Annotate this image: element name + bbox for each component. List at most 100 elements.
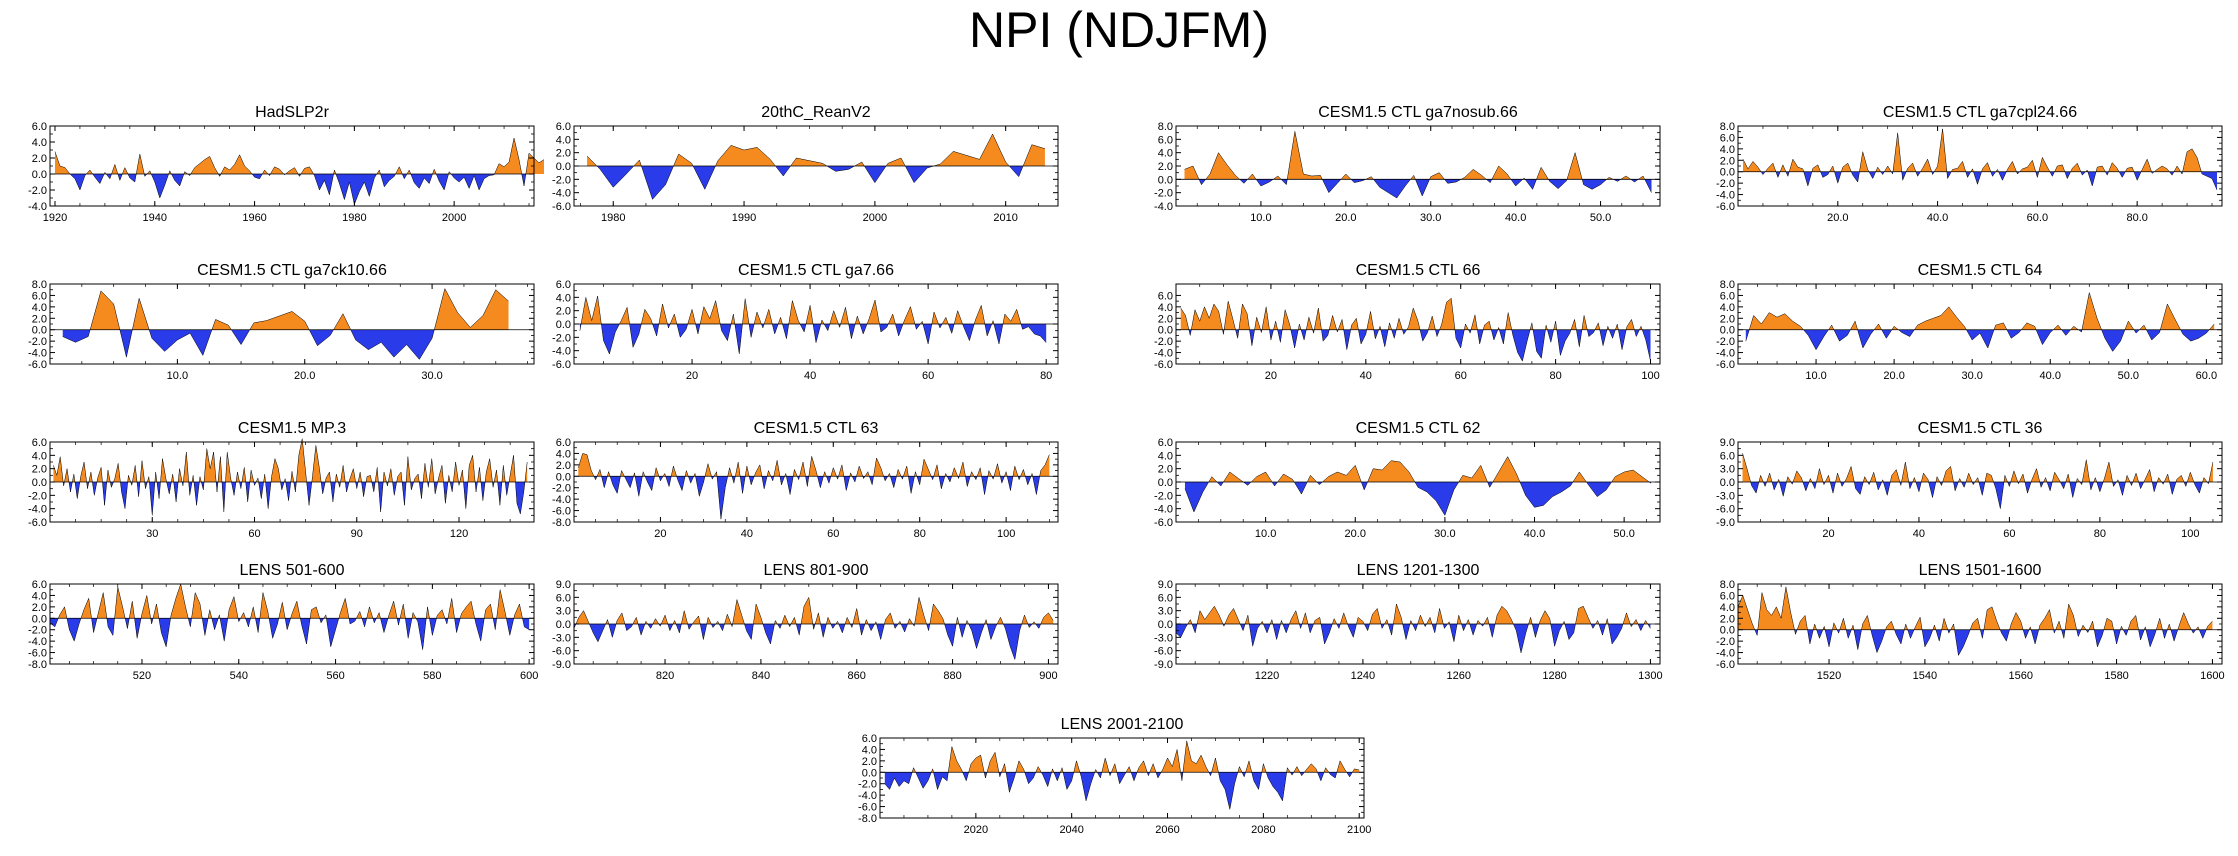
x-tick-label: 1940 <box>143 212 167 224</box>
x-tick-label: 860 <box>848 670 866 682</box>
x-tick-label: 1920 <box>43 212 67 224</box>
positive-area <box>579 296 1047 324</box>
y-tick-label: 3.0 <box>1720 464 1735 476</box>
positive-area <box>1176 604 1651 624</box>
x-tick-label: 1260 <box>1446 670 1470 682</box>
y-tick-label: 6.0 <box>1158 592 1173 604</box>
x-tick-label: 90 <box>351 528 363 540</box>
y-tick-label: -8.0 <box>858 813 877 825</box>
plot-frame <box>1737 283 2223 365</box>
y-tick-label: 0.0 <box>1720 167 1735 179</box>
y-tick-label: -6.0 <box>1154 517 1173 529</box>
negative-area <box>574 624 1054 660</box>
y-tick-label: 4.0 <box>1158 450 1173 462</box>
y-tick-label: 6.0 <box>32 290 47 302</box>
y-tick-label: 0.0 <box>556 619 571 631</box>
x-tick-label: 820 <box>656 670 674 682</box>
y-tick-label: -4.0 <box>1716 348 1735 360</box>
x-tick-label: 580 <box>423 670 441 682</box>
series-line <box>1742 453 2214 509</box>
negative-area <box>587 166 1045 200</box>
x-tick-label: 10.0 <box>1250 212 1271 224</box>
positive-area <box>574 597 1054 624</box>
series-line <box>1184 456 1652 516</box>
x-tick-label: 2010 <box>993 212 1017 224</box>
y-tick-label: 6.0 <box>32 579 47 591</box>
y-tick-label: -6.0 <box>1154 646 1173 658</box>
y-tick-label: 9.0 <box>1158 579 1173 591</box>
x-tick-label: 540 <box>230 670 248 682</box>
series-line <box>884 740 1360 810</box>
y-tick-label: -6.0 <box>1716 504 1735 516</box>
y-tick-label: 0.0 <box>1158 174 1173 186</box>
y-tick-label: -2.0 <box>552 174 571 186</box>
y-tick-label: 4.0 <box>862 744 877 756</box>
x-tick-label: 40.0 <box>1524 528 1545 540</box>
series-line <box>1180 297 1651 362</box>
negative-area <box>50 618 530 650</box>
series-line <box>579 295 1047 355</box>
x-tick-label: 100 <box>2181 528 2199 540</box>
series-line <box>573 596 1054 661</box>
y-tick-label: 4.0 <box>1720 602 1735 614</box>
y-tick-label: -4.0 <box>1154 504 1173 516</box>
y-tick-label: 8.0 <box>32 279 47 291</box>
y-tick-label: -6.0 <box>858 802 877 814</box>
y-tick-label: 4.0 <box>1720 302 1735 314</box>
positive-area <box>1745 292 2215 330</box>
x-tick-label: 60.0 <box>2196 370 2217 382</box>
y-tick-label: -4.0 <box>1716 190 1735 202</box>
panel-title: CESM1.5 CTL ga7nosub.66 <box>1318 104 1518 121</box>
y-tick-label: -2.0 <box>1716 636 1735 648</box>
negative-area <box>54 174 544 205</box>
x-tick-label: 1580 <box>2104 670 2128 682</box>
y-tick-label: 0.0 <box>556 319 571 331</box>
y-tick-label: -6.0 <box>28 517 47 529</box>
y-tick-label: -2.0 <box>28 336 47 348</box>
panel-cesm1-5-ctl-ga7ck10-66: CESM1.5 CTL ga7ck10.66 8.06.04.02.00.0-2.… <box>28 262 535 382</box>
x-tick-label: 80.0 <box>2126 212 2147 224</box>
panel-title: CESM1.5 MP.3 <box>238 420 346 437</box>
x-tick-label: 40 <box>804 370 816 382</box>
panel-lens-1501-1600: LENS 1501-1600 8.06.04.02.00.0-2.0-4.0-6.… <box>1716 562 2225 682</box>
panel-title: CESM1.5 CTL 64 <box>1918 262 2043 279</box>
y-tick-label: 6.0 <box>1720 590 1735 602</box>
y-tick-label: -4.0 <box>552 346 571 358</box>
y-tick-label: -3.0 <box>1716 490 1735 502</box>
x-tick-label: 80 <box>914 528 926 540</box>
y-tick-label: 2.0 <box>862 756 877 768</box>
x-tick-label: 50.0 <box>1613 528 1634 540</box>
panel-cesm1-5-ctl-63: CESM1.5 CTL 63 6.04.02.00.0-2.0-4.0-6.0-8… <box>552 420 1059 540</box>
y-tick-label: 6.0 <box>1158 134 1173 146</box>
x-tick-label: 80 <box>2094 528 2106 540</box>
y-tick-label: 2.0 <box>1158 313 1173 325</box>
panel-title: CESM1.5 CTL ga7ck10.66 <box>197 262 387 279</box>
y-tick-label: 2.0 <box>556 306 571 318</box>
x-tick-label: 100 <box>997 528 1015 540</box>
y-tick-label: -6.0 <box>1154 359 1173 371</box>
y-tick-label: -4.0 <box>28 201 47 213</box>
negative-area <box>62 329 509 360</box>
y-tick-label: -6.0 <box>28 359 47 371</box>
panel-title: CESM1.5 CTL 66 <box>1356 262 1481 279</box>
y-tick-label: -2.0 <box>552 332 571 344</box>
y-tick-label: 0.0 <box>32 169 47 181</box>
y-tick-label: -4.0 <box>1716 648 1735 660</box>
panel-title: CESM1.5 CTL 63 <box>754 420 879 437</box>
panel-title: 20thC_ReanV2 <box>761 104 871 121</box>
positive-area <box>1738 586 2213 630</box>
y-tick-label: 0.0 <box>556 161 571 173</box>
panel-title: LENS 801-900 <box>764 562 869 579</box>
y-tick-label: 4.0 <box>556 134 571 146</box>
panel-cesm1-5-ctl-62: CESM1.5 CTL 62 6.04.0 2.00.0-2.0 -4.0-6.0 10… <box>1154 420 1661 540</box>
positive-area <box>50 584 530 619</box>
x-tick-label: 10.0 <box>1805 370 1826 382</box>
plot-frame <box>49 125 535 207</box>
y-tick-label: 2.0 <box>32 602 47 614</box>
panel-title: CESM1.5 CTL ga7.66 <box>738 262 894 279</box>
x-tick-label: 60 <box>1455 370 1467 382</box>
y-tick-label: -4.0 <box>28 636 47 648</box>
x-tick-label: 50.0 <box>2118 370 2139 382</box>
x-tick-label: 560 <box>326 670 344 682</box>
